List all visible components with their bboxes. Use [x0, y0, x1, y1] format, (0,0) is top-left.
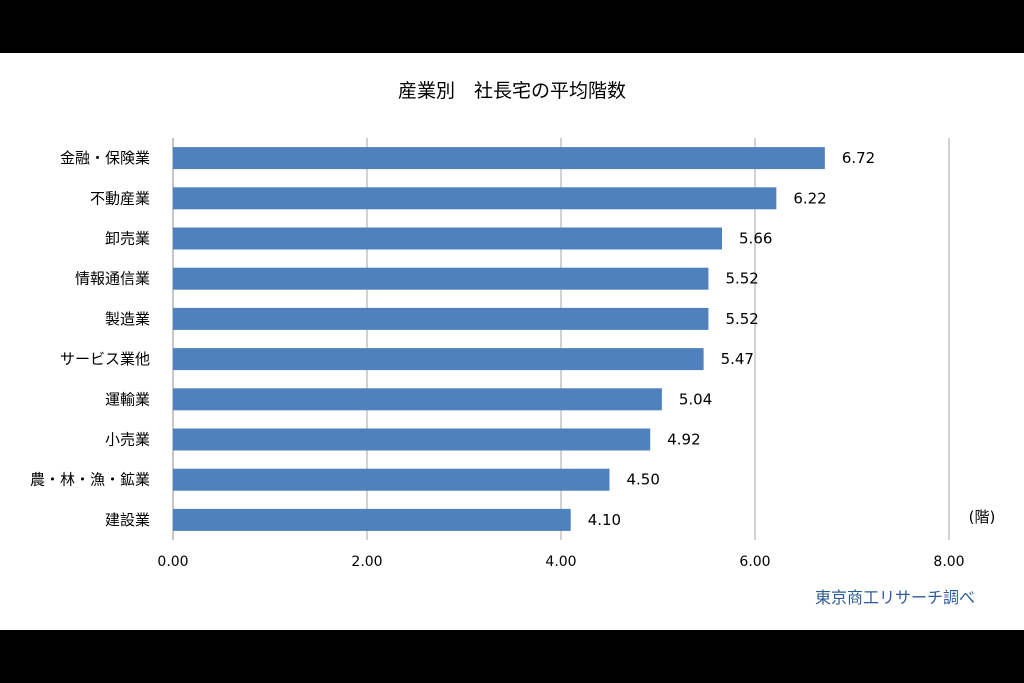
value-label: 5.47 [721, 350, 754, 368]
bar [173, 267, 709, 290]
bar-layer [173, 147, 825, 531]
chart-canvas: 産業別 社長宅の平均階数 0.00 2.00 4.00 6.00 8.00 金融・保険業 6… [0, 53, 1024, 630]
bar [173, 147, 825, 170]
bottom-letterbox [0, 630, 1024, 683]
unit-label: (階) [969, 508, 996, 526]
source-note: 東京商工リサーチ調べ [815, 588, 975, 607]
category-label: 運輸業 [105, 390, 150, 408]
category-label: サービス業他 [60, 350, 150, 368]
category-label: 小売業 [105, 431, 150, 449]
x-tick-label: 2.00 [351, 554, 382, 570]
chart-title: 産業別 社長宅の平均階数 [398, 80, 626, 102]
bar-chart: 産業別 社長宅の平均階数 0.00 2.00 4.00 6.00 8.00 金融・保険業 6… [30, 80, 996, 607]
label-layer: 0.00 2.00 4.00 6.00 8.00 金融・保険業 6.72 不動産業 6.22 卸売… [30, 149, 965, 570]
bar [173, 508, 571, 531]
bar [173, 307, 709, 330]
category-label: 情報通信業 [75, 270, 150, 288]
category-label: 卸売業 [105, 230, 150, 248]
value-label: 4.92 [667, 431, 700, 449]
value-label: 4.10 [588, 511, 621, 529]
category-label: 製造業 [105, 310, 150, 328]
value-label: 6.72 [842, 149, 875, 167]
category-label: 農・林・漁・鉱業 [30, 471, 150, 489]
bar [173, 348, 704, 371]
value-label: 5.52 [725, 270, 758, 288]
x-tick-label: 0.00 [157, 554, 188, 570]
value-label: 5.04 [679, 390, 712, 408]
bar [173, 388, 662, 411]
x-tick-label: 6.00 [739, 554, 770, 570]
bar [173, 468, 610, 491]
value-label: 5.66 [739, 230, 772, 248]
top-letterbox [0, 0, 1024, 53]
category-label: 建設業 [105, 511, 150, 529]
x-tick-label: 8.00 [933, 554, 964, 570]
value-label: 5.52 [725, 310, 758, 328]
value-label: 4.50 [627, 471, 660, 489]
category-label: 不動産業 [90, 189, 150, 207]
bar [173, 428, 651, 451]
x-tick-label: 4.00 [545, 554, 576, 570]
bar [173, 187, 777, 210]
category-label: 金融・保険業 [60, 149, 150, 167]
value-label: 6.22 [793, 189, 826, 207]
bar [173, 227, 723, 250]
